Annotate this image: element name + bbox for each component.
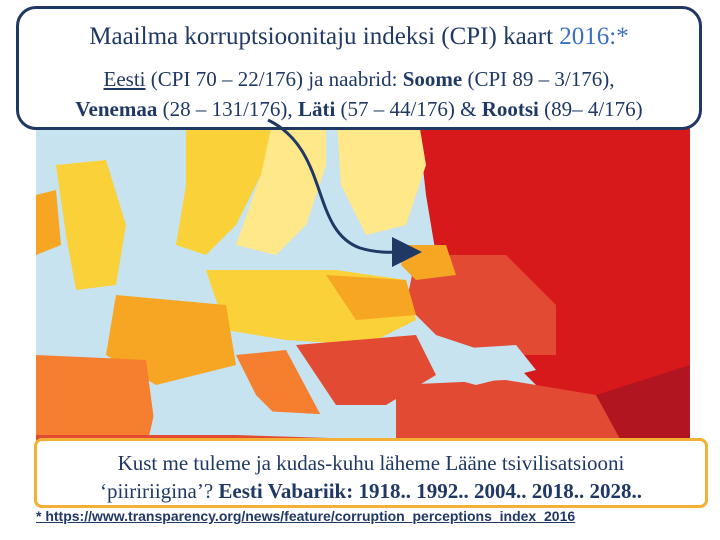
uk-region (56, 160, 126, 290)
dates-label: Eesti Vabariik: 1918.. 1992.. 2004.. 201… (218, 479, 642, 503)
title-year: 2016:* (559, 23, 629, 50)
question-line-1: Kust me tuleme ja kudas-kuhu läheme Lään… (117, 451, 625, 475)
source-link[interactable]: * https://www.transparency.org/news/feat… (36, 508, 576, 524)
ireland-region (36, 190, 61, 255)
black-sea (431, 345, 536, 385)
finland-label: Soome (402, 67, 463, 91)
question-line-2: ‘piiririigina’? Eesti Vabariik: 1918.. 1… (100, 479, 642, 503)
middle-east-region (596, 365, 690, 450)
balkans-region (296, 335, 436, 405)
question-callout: Kust me tuleme ja kudas-kuhu läheme Lään… (34, 438, 708, 508)
page-title: Maailma korruptsioonitaju indeksi (CPI) … (89, 23, 629, 50)
latvia-label: Läti (297, 97, 336, 121)
subtitle-line-1: Eesti (CPI 70 – 22/176) ja naabrid: Soom… (103, 67, 615, 91)
title-callout: Maailma korruptsioonitaju indeksi (CPI) … (16, 6, 702, 130)
norway-region (176, 105, 276, 255)
turkey-region (396, 380, 636, 450)
ukraine-region (406, 255, 556, 355)
russia-label: Venemaa (75, 97, 158, 121)
poland-region (326, 275, 416, 320)
subtitle-line-2: Venemaa (28 – 131/176), Läti (57 – 44/17… (75, 97, 643, 121)
estonia-label: Eesti (103, 67, 146, 91)
russia-region (416, 105, 690, 450)
cpi-europe-map (36, 105, 690, 450)
iberia-region (36, 355, 156, 450)
sweden-label: Rootsi (481, 97, 539, 121)
